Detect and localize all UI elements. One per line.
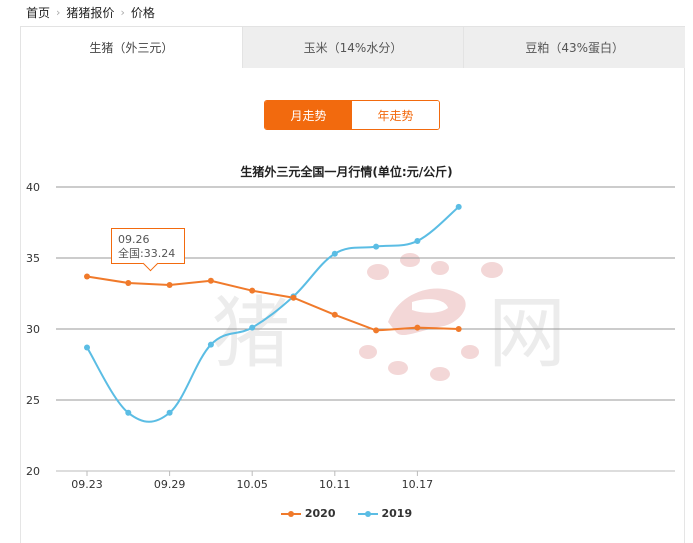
- data-point-2019: [84, 344, 90, 351]
- legend-line-marker-icon: [280, 509, 301, 519]
- tab-corn[interactable]: 玉米（14%水分）: [241, 26, 464, 68]
- series-line-2019: [86, 206, 460, 423]
- x-tick-label: 10.05: [236, 478, 268, 491]
- x-tick-label: 10.11: [319, 478, 351, 491]
- data-point-2020: [166, 281, 173, 288]
- data-point-2020: [249, 287, 256, 294]
- watermark-logo: 猪网: [212, 253, 566, 381]
- breadcrumb-separator: ›: [120, 5, 125, 19]
- data-point-2019: [249, 324, 256, 331]
- y-tick-label: 35: [26, 252, 40, 265]
- breadcrumb-current: 价格: [130, 5, 155, 20]
- legend-label: 2020: [304, 507, 336, 520]
- watermark-dot: [388, 361, 408, 375]
- breadcrumb-separator: ›: [56, 5, 61, 19]
- watermark-char: 网: [488, 289, 566, 379]
- trend-toggle: 月走势 年走势: [264, 100, 440, 130]
- data-point-2019: [331, 250, 338, 257]
- chart-legend: 2020 2019: [0, 507, 693, 520]
- watermark-swirl-hole: [412, 299, 448, 313]
- data-point-2019: [166, 409, 173, 416]
- data-point-2020: [125, 279, 132, 286]
- data-point-2020: [331, 311, 338, 318]
- data-point-2020: [84, 273, 90, 280]
- data-point-2020: [414, 324, 421, 331]
- tooltip-value: 全国:33.24: [118, 247, 176, 260]
- series-line-2020: [86, 275, 459, 332]
- data-point-2020: [290, 294, 297, 301]
- watermark-dot: [481, 262, 503, 278]
- data-point-2020: [455, 326, 462, 332]
- breadcrumb-home-link[interactable]: 首页: [26, 5, 51, 20]
- legend-label: 2019: [381, 507, 413, 520]
- x-tick-label: 10.17: [402, 478, 434, 491]
- chart-tooltip: 09.26 全国:33.24: [111, 228, 185, 264]
- watermark-dot: [367, 264, 389, 280]
- tab-soybean-meal[interactable]: 豆粕（43%蛋白）: [463, 26, 686, 68]
- data-point-2020: [373, 327, 380, 334]
- data-point-2019: [125, 409, 132, 416]
- y-tick-label: 30: [26, 323, 40, 336]
- chart-title: 生猪外三元全国一月行情(单位:元/公斤): [240, 165, 453, 179]
- watermark-char: 猪: [212, 289, 290, 379]
- data-point-2019: [414, 237, 421, 244]
- legend-line-marker-icon: [357, 509, 378, 519]
- x-tick-label: 09.23: [71, 478, 103, 491]
- watermark-dot: [400, 253, 420, 267]
- watermark-dot: [430, 367, 450, 381]
- watermark-dot: [431, 261, 449, 275]
- legend-item-2019[interactable]: 2019: [357, 507, 413, 520]
- breadcrumb-section-link[interactable]: 猪猪报价: [66, 5, 115, 20]
- monthly-trend-button[interactable]: 月走势: [265, 101, 352, 129]
- data-point-2019: [373, 243, 380, 250]
- data-point-2019: [455, 203, 462, 210]
- yearly-trend-button[interactable]: 年走势: [352, 101, 439, 129]
- y-tick-label: 40: [26, 181, 40, 194]
- tab-live-pig[interactable]: 生猪（外三元）: [20, 26, 242, 68]
- commodity-tabs: 生猪（外三元） 玉米（14%水分） 豆粕（43%蛋白）: [20, 26, 686, 68]
- watermark-dot: [461, 345, 479, 359]
- data-point-2019: [207, 341, 214, 348]
- legend-item-2020[interactable]: 2020: [280, 507, 336, 520]
- watermark-dot: [359, 345, 377, 359]
- tooltip-date: 09.26: [118, 233, 150, 246]
- y-tick-label: 20: [26, 465, 40, 478]
- x-tick-label: 09.29: [154, 478, 186, 491]
- breadcrumb: 首页 › 猪猪报价 › 价格: [26, 3, 155, 21]
- data-point-2020: [207, 277, 214, 284]
- y-tick-label: 25: [26, 394, 40, 407]
